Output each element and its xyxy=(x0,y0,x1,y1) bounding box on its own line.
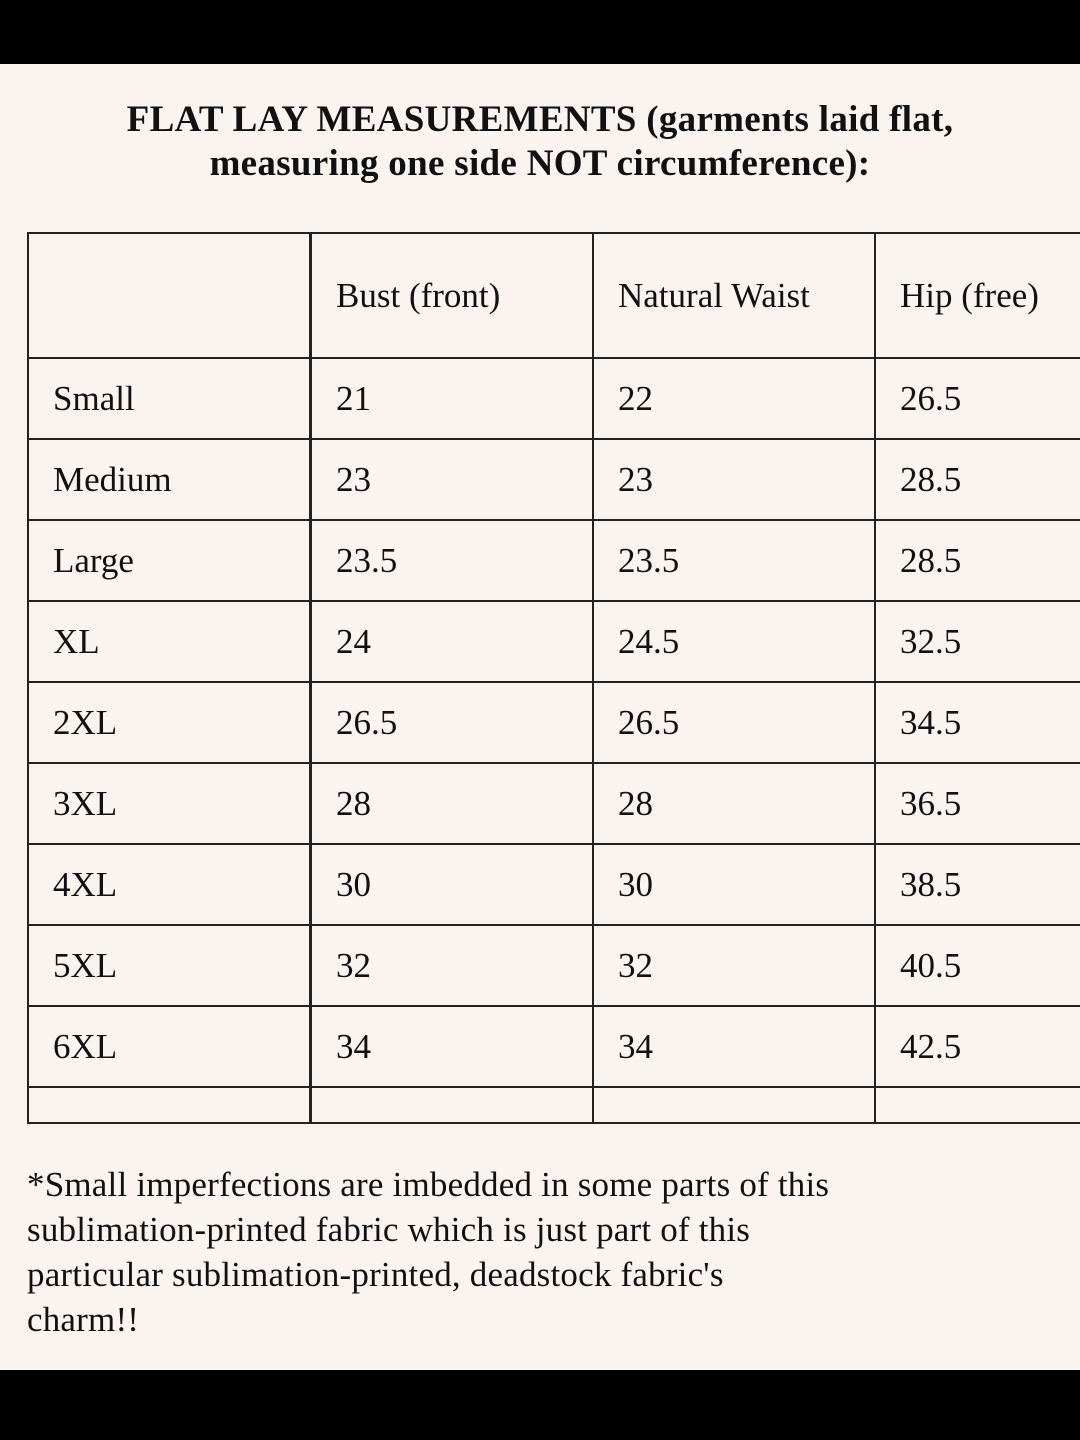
value-cell-text: 28 xyxy=(618,784,653,823)
value-cell-text: 38.5 xyxy=(900,865,962,904)
value-cell: 23 xyxy=(310,438,594,521)
value-cell-text: 26.5 xyxy=(336,703,398,742)
note-line: particular sublimation-printed, deadstoc… xyxy=(27,1255,724,1294)
empty-cell xyxy=(27,1086,311,1124)
value-cell: 36.5 xyxy=(874,762,1080,845)
size-cell-text: Medium xyxy=(53,460,172,499)
note-line: sublimation-printed fabric which is just… xyxy=(27,1210,751,1249)
value-cell-text: 30 xyxy=(618,865,653,904)
value-cell: 32 xyxy=(310,924,594,1007)
value-cell: 32.5 xyxy=(874,600,1080,683)
value-cell-text: 23 xyxy=(618,460,653,499)
note-line: *Small imperfections are imbedded in som… xyxy=(27,1165,830,1204)
value-cell: 23.5 xyxy=(310,519,594,602)
title-line: FLAT LAY MEASUREMENTS (garments laid fla… xyxy=(126,99,954,140)
value-cell: 38.5 xyxy=(874,843,1080,926)
value-cell-text: 28.5 xyxy=(900,541,962,580)
value-cell: 23.5 xyxy=(592,519,876,602)
value-cell: 34.5 xyxy=(874,681,1080,764)
value-cell-text: 32 xyxy=(336,946,371,985)
size-cell: Small xyxy=(27,357,311,440)
size-cell-text: 3XL xyxy=(53,784,118,823)
empty-cell xyxy=(310,1086,594,1124)
value-cell-text: 23.5 xyxy=(336,541,398,580)
size-cell: Large xyxy=(27,519,311,602)
header-cell: Bust (front) xyxy=(310,232,594,359)
footnote: *Small imperfections are imbedded in som… xyxy=(27,1162,1067,1342)
value-cell-text: 23.5 xyxy=(618,541,680,580)
header-cell xyxy=(27,232,311,359)
size-cell: 5XL xyxy=(27,924,311,1007)
value-cell-text: 30 xyxy=(336,865,371,904)
value-cell: 40.5 xyxy=(874,924,1080,1007)
value-cell-text: 34.5 xyxy=(900,703,962,742)
value-cell: 28.5 xyxy=(874,519,1080,602)
value-cell: 21 xyxy=(310,357,594,440)
value-cell-text: 22 xyxy=(618,379,653,418)
value-cell: 42.5 xyxy=(874,1005,1080,1088)
size-cell: 4XL xyxy=(27,843,311,926)
size-cell: 6XL xyxy=(27,1005,311,1088)
header-cell-text: Bust (front) xyxy=(336,276,501,315)
value-cell: 24 xyxy=(310,600,594,683)
value-cell-text: 24 xyxy=(336,622,371,661)
value-cell: 26.5 xyxy=(310,681,594,764)
value-cell: 30 xyxy=(310,843,594,926)
value-cell: 28.5 xyxy=(874,438,1080,521)
header-cell: Hip (free) xyxy=(874,232,1080,359)
value-cell-text: 42.5 xyxy=(900,1027,962,1066)
header-cell: Natural Waist xyxy=(592,232,876,359)
value-cell: 26.5 xyxy=(592,681,876,764)
note-line: charm!! xyxy=(27,1300,140,1339)
value-cell-text: 24.5 xyxy=(618,622,680,661)
value-cell-text: 34 xyxy=(336,1027,371,1066)
value-cell-text: 32.5 xyxy=(900,622,962,661)
size-cell-text: 4XL xyxy=(53,865,118,904)
empty-cell xyxy=(874,1086,1080,1124)
value-cell: 32 xyxy=(592,924,876,1007)
size-cell: 3XL xyxy=(27,762,311,845)
empty-cell xyxy=(592,1086,876,1124)
value-cell: 22 xyxy=(592,357,876,440)
value-cell-text: 28.5 xyxy=(900,460,962,499)
value-cell-text: 34 xyxy=(618,1027,653,1066)
value-cell: 28 xyxy=(310,762,594,845)
title: FLAT LAY MEASUREMENTS (garments laid fla… xyxy=(0,98,1080,186)
value-cell: 28 xyxy=(592,762,876,845)
value-cell-text: 23 xyxy=(336,460,371,499)
value-cell-text: 26.5 xyxy=(900,379,962,418)
value-cell-text: 32 xyxy=(618,946,653,985)
value-cell-text: 21 xyxy=(336,379,371,418)
size-cell-text: XL xyxy=(53,622,100,661)
header-cell-text: Natural Waist xyxy=(618,276,810,315)
value-cell: 23 xyxy=(592,438,876,521)
sheet: FLAT LAY MEASUREMENTS (garments laid fla… xyxy=(0,64,1080,1370)
value-cell-text: 28 xyxy=(336,784,371,823)
size-cell-text: 6XL xyxy=(53,1027,118,1066)
value-cell: 24.5 xyxy=(592,600,876,683)
size-cell-text: Small xyxy=(53,379,135,418)
value-cell-text: 36.5 xyxy=(900,784,962,823)
title-line: measuring one side NOT circumference): xyxy=(209,143,871,184)
size-cell: Medium xyxy=(27,438,311,521)
value-cell: 30 xyxy=(592,843,876,926)
value-cell: 26.5 xyxy=(874,357,1080,440)
size-cell: 2XL xyxy=(27,681,311,764)
size-cell-text: 2XL xyxy=(53,703,118,742)
value-cell: 34 xyxy=(592,1005,876,1088)
value-cell-text: 40.5 xyxy=(900,946,962,985)
size-cell-text: 5XL xyxy=(53,946,118,985)
size-cell-text: Large xyxy=(53,541,134,580)
header-cell-text: Hip (free) xyxy=(900,276,1039,315)
size-cell: XL xyxy=(27,600,311,683)
value-cell: 34 xyxy=(310,1005,594,1088)
value-cell-text: 26.5 xyxy=(618,703,680,742)
